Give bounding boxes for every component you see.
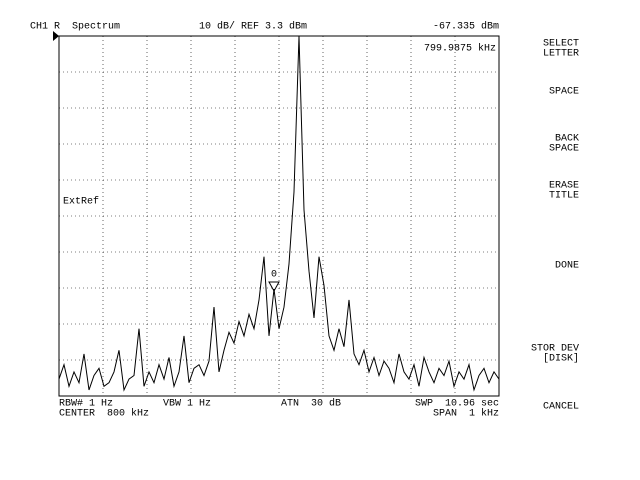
softkey-label[interactable]: ERASE [549, 181, 579, 192]
spectrum-trace [58, 35, 500, 392]
marker-symbol [268, 281, 280, 293]
softkey-label[interactable]: TITLE [549, 191, 579, 202]
marker-readout: 799.9875 kHz [424, 43, 496, 55]
softkey-label[interactable]: BACK [555, 134, 579, 145]
softkey[interactable]: DONE [555, 261, 579, 272]
rbw: RBW# 1 Hz [59, 399, 113, 410]
marker-label: 0 [271, 270, 277, 281]
swp: SWP 10.96 sec [415, 399, 499, 410]
ext-ref: ExtRef [63, 196, 99, 208]
softkey-label[interactable]: SPACE [549, 87, 579, 98]
header-left: CH1 R Spectrum [30, 22, 120, 33]
softkey-label[interactable]: STOR DEV [531, 344, 579, 355]
softkey-label[interactable]: SPACE [549, 144, 579, 155]
softkey[interactable]: SPACE [549, 87, 579, 98]
softkeys: SELECTLETTERSPACEBACKSPACEERASETITLEDONE… [531, 39, 579, 413]
header-center: 10 dB/ REF 3.3 dBm [199, 21, 307, 33]
softkey-label[interactable]: CANCEL [543, 402, 579, 413]
graticule [59, 36, 499, 396]
ref-level-indicator [53, 31, 59, 41]
header-right: -67.335 dBm [433, 21, 499, 33]
softkey-label[interactable]: DONE [555, 261, 579, 272]
softkey[interactable]: STOR DEV[DISK] [531, 344, 579, 365]
softkey-label[interactable]: [DISK] [543, 353, 579, 365]
center-freq: CENTER 800 kHz [59, 408, 149, 420]
span: SPAN 1 kHz [433, 408, 499, 420]
vbw: VBW 1 Hz [163, 399, 211, 410]
softkey-label[interactable]: SELECT [543, 39, 579, 50]
atn: ATN 30 dB [281, 398, 341, 410]
softkey-label[interactable]: LETTER [543, 49, 579, 60]
softkey[interactable]: CANCEL [543, 402, 579, 413]
